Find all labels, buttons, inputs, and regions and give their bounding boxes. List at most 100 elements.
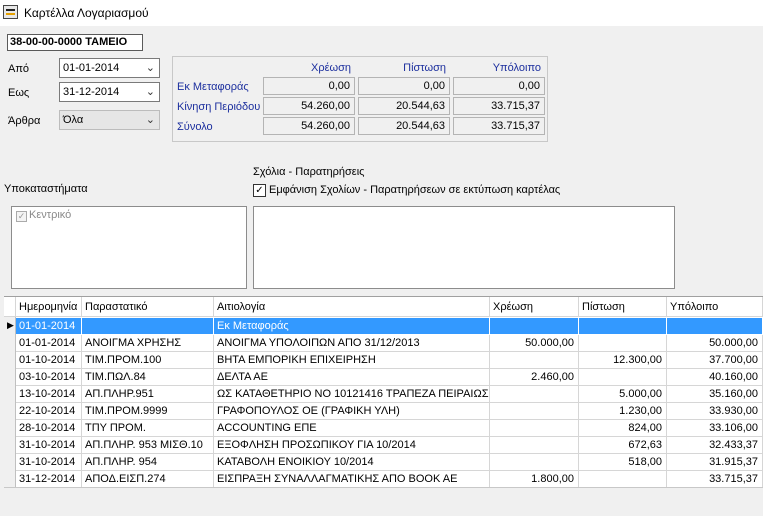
cell-reason: ΔΕΛΤΑ ΑΕ — [214, 369, 490, 386]
table-row[interactable]: 01-01-2014 ΑΝΟΙΓΜΑ ΧΡΗΣΗΣ ΑΝΟΙΓΜΑ ΥΠΟΛΟΙΠΩ… — [16, 335, 763, 352]
column-header-debit[interactable]: Χρέωση — [490, 297, 579, 317]
table-row[interactable]: 03-10-2014 ΤΙΜ.ΠΩΛ.84 ΔΕΛΤΑ ΑΕ 2.460,00 40.1… — [16, 369, 763, 386]
cell-debit: 2.460,00 — [490, 369, 579, 386]
window-title: Καρτέλλα Λογαριασμού — [24, 6, 149, 20]
cell-credit: 5.000,00 — [579, 386, 667, 403]
from-date-label: Από — [8, 63, 30, 75]
cell-debit — [490, 318, 579, 335]
to-date-picker[interactable]: 31-12-2014 ⌄ — [59, 82, 160, 102]
to-date-value: 31-12-2014 — [63, 86, 120, 98]
branches-list: ✓ Κεντρικό — [11, 206, 247, 289]
column-header-document[interactable]: Παραστατικό — [82, 297, 214, 317]
account-code-field[interactable]: 38-00-00-0000 ΤΑΜΕΙΟ — [7, 34, 143, 51]
cell-balance — [667, 318, 763, 335]
branch-checkbox: ✓ — [16, 211, 27, 222]
totals-row-label: Σύνολο — [177, 121, 213, 133]
cell-balance: 33.930,00 — [667, 403, 763, 420]
articles-value: Όλα — [63, 114, 84, 126]
cell-balance: 33.715,37 — [667, 471, 763, 488]
totals-value: 20.544,63 — [358, 117, 450, 135]
cell-debit: 50.000,00 — [490, 335, 579, 352]
grid-footer — [4, 487, 763, 516]
cell-document: ΑΝΟΙΓΜΑ ΧΡΗΣΗΣ — [82, 335, 214, 352]
chevron-down-icon[interactable]: ⌄ — [145, 86, 155, 98]
cell-reason: ΓΡΑΦΟΠΟΥΛΟΣ ΟΕ (ΓΡΑΦΙΚΗ ΥΛΗ) — [214, 403, 490, 420]
table-row[interactable]: 31-10-2014 ΑΠ.ΠΛΗΡ. 953 ΜΙΣΘ.10 ΕΞΟΦΛΗΣΗ Π… — [16, 437, 763, 454]
totals-header-debit: Χρέωση — [311, 62, 351, 74]
totals-value: 54.260,00 — [263, 97, 355, 115]
cell-date: 28-10-2014 — [16, 420, 82, 437]
table-row[interactable]: 31-10-2014 ΑΠ.ΠΛΗΡ. 954 ΚΑΤΑΒΟΛΗ ΕΝΟΙΚΙΟΥ … — [16, 454, 763, 471]
cell-reason: ΑΝΟΙΓΜΑ ΥΠΟΛΟΙΠΩΝ ΑΠΟ 31/12/2013 — [214, 335, 490, 352]
cell-balance: 31.915,37 — [667, 454, 763, 471]
totals-value: 54.260,00 — [263, 117, 355, 135]
table-row[interactable]: 13-10-2014 ΑΠ.ΠΛΗΡ.951 ΩΣ ΚΑΤΑΘΕΤΗΡΙΟ ΝΟ 1… — [16, 386, 763, 403]
cell-credit — [579, 335, 667, 352]
cell-balance: 32.433,37 — [667, 437, 763, 454]
row-indicator-column: ▶ — [4, 317, 16, 487]
from-date-picker[interactable]: 01-01-2014 ⌄ — [59, 58, 160, 78]
from-date-value: 01-01-2014 — [63, 62, 120, 74]
cell-document — [82, 318, 214, 335]
cell-date: 01-10-2014 — [16, 352, 82, 369]
column-header-credit[interactable]: Πίστωση — [579, 297, 667, 317]
cell-debit — [490, 437, 579, 454]
cell-date: 01-01-2014 — [16, 335, 82, 352]
cell-date: 31-12-2014 — [16, 471, 82, 488]
articles-label: Άρθρα — [8, 115, 41, 127]
totals-value: 20.544,63 — [358, 97, 450, 115]
cell-debit — [490, 403, 579, 420]
ledger-grid: Ημερομηνία Παραστατικό Αιτιολογία Χρέωση… — [4, 296, 763, 516]
totals-value: 33.715,37 — [453, 117, 545, 135]
cell-date: 03-10-2014 — [16, 369, 82, 386]
cell-balance: 37.700,00 — [667, 352, 763, 369]
cell-document: ΤΠΥ ΠΡΟΜ. — [82, 420, 214, 437]
cell-credit — [579, 369, 667, 386]
cell-credit: 1.230,00 — [579, 403, 667, 420]
branches-label: Υποκαταστήματα — [4, 183, 88, 195]
totals-row-label: Κίνηση Περιόδου — [177, 101, 261, 113]
table-row[interactable]: 31-12-2014 ΑΠΟΔ.ΕΙΣΠ.274 ΕΙΣΠΡΑΞΗ ΣΥΝΑΛΛΑΓ… — [16, 471, 763, 488]
table-row[interactable]: 01-01-2014 Εκ Μεταφοράς — [16, 318, 763, 335]
column-header-reason[interactable]: Αιτιολογία — [214, 297, 490, 317]
cell-document: ΤΙΜ.ΠΩΛ.84 — [82, 369, 214, 386]
cell-date: 31-10-2014 — [16, 454, 82, 471]
header-corner — [4, 297, 16, 317]
print-comments-label: Εμφάνιση Σχολίων - Παρατηρήσεων σε εκτύπ… — [269, 184, 561, 196]
cell-document: ΤΙΜ.ΠΡΟΜ.100 — [82, 352, 214, 369]
cell-date: 22-10-2014 — [16, 403, 82, 420]
title-bar: Καρτέλλα Λογαριασμού — [0, 0, 763, 26]
articles-select[interactable]: Όλα ⌄ — [59, 110, 160, 130]
branch-item: ✓ Κεντρικό — [16, 209, 71, 222]
cell-balance: 35.160,00 — [667, 386, 763, 403]
cell-credit: 12.300,00 — [579, 352, 667, 369]
table-row[interactable]: 01-10-2014 ΤΙΜ.ΠΡΟΜ.100 ΒΗΤΑ ΕΜΠΟΡΙΚΗ ΕΠΙΧ… — [16, 352, 763, 369]
totals-header-credit: Πίστωση — [403, 62, 446, 74]
cell-debit — [490, 352, 579, 369]
cell-credit: 672,63 — [579, 437, 667, 454]
cell-document: ΑΠ.ΠΛΗΡ.951 — [82, 386, 214, 403]
column-header-date[interactable]: Ημερομηνία — [16, 297, 82, 317]
chevron-down-icon[interactable]: ⌄ — [145, 114, 155, 126]
ledger-icon — [3, 5, 18, 19]
totals-panel: Χρέωση Πίστωση Υπόλοιπο Εκ Μεταφοράς 0,0… — [172, 56, 548, 142]
totals-value: 0,00 — [453, 77, 545, 95]
cell-document: ΑΠ.ΠΛΗΡ. 954 — [82, 454, 214, 471]
grid-header: Ημερομηνία Παραστατικό Αιτιολογία Χρέωση… — [4, 297, 763, 317]
totals-value: 0,00 — [358, 77, 450, 95]
cell-date: 31-10-2014 — [16, 437, 82, 454]
table-row[interactable]: 28-10-2014 ΤΠΥ ΠΡΟΜ. ACCOUNTING ΕΠΕ 824,00 3… — [16, 420, 763, 437]
cell-credit — [579, 318, 667, 335]
cell-reason: ACCOUNTING ΕΠΕ — [214, 420, 490, 437]
comments-textarea[interactable] — [253, 206, 675, 289]
cell-credit — [579, 471, 667, 488]
print-comments-checkbox[interactable]: ✓ — [253, 184, 266, 197]
column-header-balance[interactable]: Υπόλοιπο — [667, 297, 763, 317]
cell-credit: 824,00 — [579, 420, 667, 437]
comments-label: Σχόλια - Παρατηρήσεις — [253, 166, 365, 178]
table-row[interactable]: 22-10-2014 ΤΙΜ.ΠΡΟΜ.9999 ΓΡΑΦΟΠΟΥΛΟΣ ΟΕ (Γ… — [16, 403, 763, 420]
to-date-label: Εως — [8, 87, 30, 99]
cell-balance: 40.160,00 — [667, 369, 763, 386]
cell-document: ΑΠΟΔ.ΕΙΣΠ.274 — [82, 471, 214, 488]
chevron-down-icon[interactable]: ⌄ — [145, 62, 155, 74]
